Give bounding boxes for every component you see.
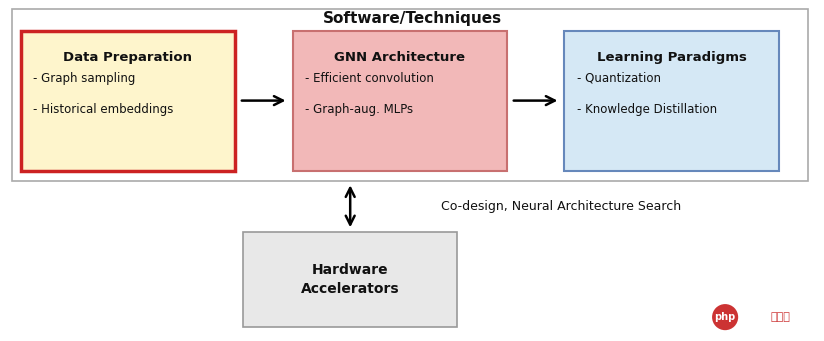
Text: Learning Paradigms: Learning Paradigms	[597, 51, 747, 64]
Text: Co-design, Neural Architecture Search: Co-design, Neural Architecture Search	[441, 200, 681, 213]
Text: 中文网: 中文网	[770, 312, 790, 322]
Text: - Quantization: - Quantization	[577, 72, 661, 85]
Text: - Efficient convolution: - Efficient convolution	[305, 72, 433, 85]
Text: GNN Architecture: GNN Architecture	[335, 51, 465, 64]
Text: Hardware
Accelerators: Hardware Accelerators	[301, 263, 400, 296]
FancyBboxPatch shape	[243, 232, 457, 327]
FancyBboxPatch shape	[12, 9, 808, 181]
FancyBboxPatch shape	[564, 31, 779, 170]
FancyBboxPatch shape	[21, 31, 235, 170]
Text: Software/Techniques: Software/Techniques	[322, 11, 502, 26]
Text: - Historical embeddings: - Historical embeddings	[33, 103, 173, 116]
Text: - Graph-aug. MLPs: - Graph-aug. MLPs	[305, 103, 413, 116]
Text: - Knowledge Distillation: - Knowledge Distillation	[577, 103, 717, 116]
Text: - Graph sampling: - Graph sampling	[33, 72, 135, 85]
Text: Data Preparation: Data Preparation	[63, 51, 192, 64]
FancyBboxPatch shape	[293, 31, 507, 170]
Text: php: php	[714, 312, 736, 322]
